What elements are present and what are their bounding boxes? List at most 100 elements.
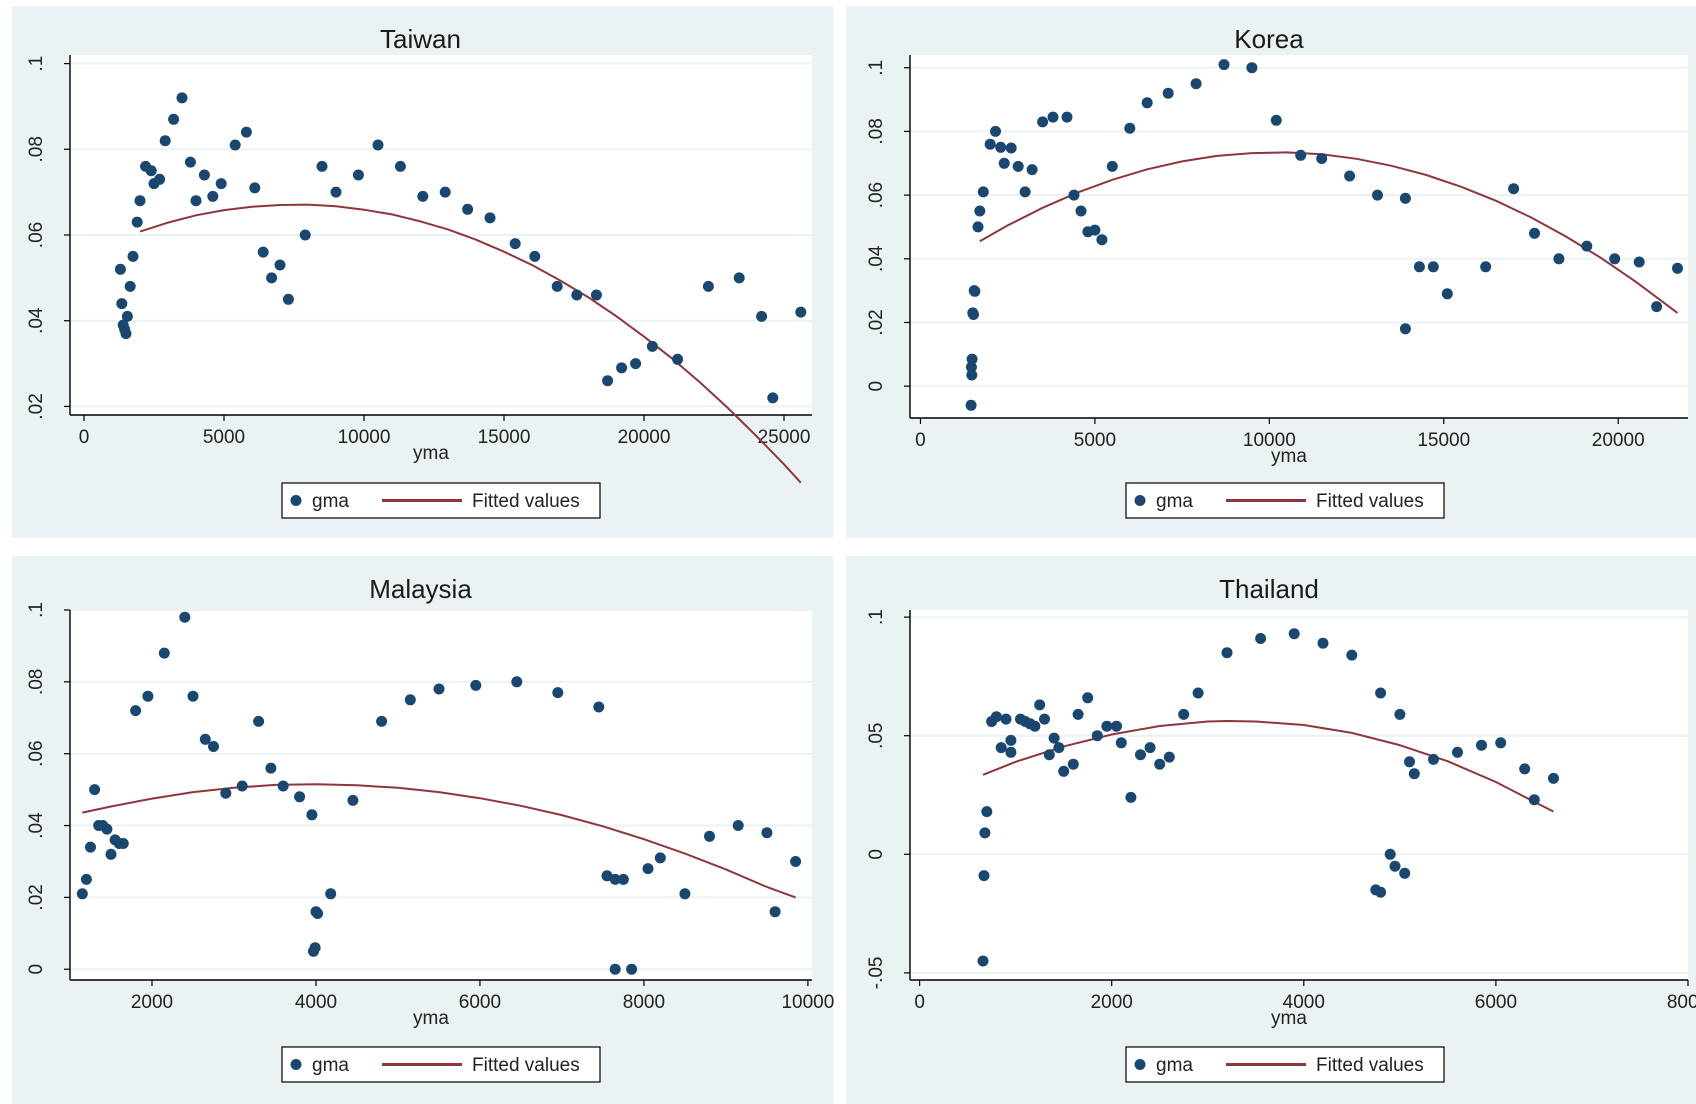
legend-gma-label: gma: [1156, 491, 1193, 512]
gma-point: [1394, 708, 1406, 720]
gma-point: [105, 848, 117, 860]
gma-point: [257, 246, 269, 258]
gma-point: [154, 173, 166, 185]
gma-point: [404, 694, 416, 706]
y-tick-label: .1: [866, 60, 887, 76]
gma-point: [654, 852, 666, 864]
y-tick-label: .02: [26, 393, 47, 419]
x-tick-label: 5000: [1074, 430, 1116, 451]
legend-fitted-label: Fitted values: [1316, 1055, 1424, 1076]
chart-title: Thailand: [1219, 574, 1319, 604]
chart-title: Korea: [1234, 24, 1304, 54]
x-tick-label: 8000: [623, 992, 665, 1013]
gma-point: [1115, 737, 1127, 749]
x-tick-label: 0: [915, 430, 926, 451]
x-tick-label: 10000: [1243, 430, 1296, 451]
gma-point: [1218, 59, 1230, 71]
gma-point: [571, 289, 583, 301]
gma-point: [1005, 746, 1017, 758]
y-tick-label: .06: [26, 740, 47, 766]
legend-fitted-label: Fitted values: [472, 491, 580, 512]
gma-point: [590, 289, 602, 301]
gma-point: [979, 827, 991, 839]
gma-point: [1072, 708, 1084, 720]
gma-point: [626, 963, 638, 975]
gma-point: [1012, 160, 1024, 172]
gma-point: [995, 742, 1007, 754]
x-tick-label: 0: [914, 992, 925, 1013]
gma-point: [282, 293, 294, 305]
gma-point: [1317, 637, 1329, 649]
gma-point: [769, 906, 781, 918]
y-tick-label: .1: [866, 609, 887, 625]
chart-panel-taiwan: .02 .04 .06 .08 .1 0 5000 10000 15000 20000 25000 T…: [12, 6, 833, 538]
x-tick-label: 10000: [781, 992, 834, 1013]
gma-point: [1375, 886, 1387, 898]
gma-point: [602, 375, 614, 387]
fitted-values-line: [82, 783, 796, 899]
gma-point: [240, 126, 252, 138]
x-tick-label: 20000: [1592, 430, 1645, 451]
gma-point: [145, 165, 157, 177]
gma-point: [417, 190, 429, 202]
gma-point: [1000, 713, 1012, 725]
gma-point: [176, 92, 188, 104]
gma-point: [1005, 142, 1017, 154]
gma-point: [1548, 772, 1559, 784]
gma-point: [965, 361, 977, 373]
x-tick-label: 0: [79, 427, 90, 448]
gma-point: [965, 399, 977, 411]
gma-point: [325, 888, 337, 900]
gma-point: [372, 139, 384, 151]
gma-point: [80, 873, 92, 885]
gma-point: [552, 687, 564, 699]
gma-point: [1192, 687, 1204, 699]
gma-point: [1452, 746, 1463, 758]
gma-point: [1190, 78, 1202, 90]
gma-point: [439, 186, 451, 198]
gma-point: [1581, 240, 1593, 252]
gma-point: [1154, 758, 1166, 770]
chart-title: Malaysia: [369, 574, 472, 604]
gma-point: [236, 780, 248, 792]
gma-point: [121, 310, 133, 322]
x-tick-label: 25000: [758, 427, 811, 448]
gma-point: [1633, 256, 1645, 268]
plot-area: [910, 55, 1688, 418]
y-tick-label: .06: [26, 222, 47, 248]
gma-point: [1528, 794, 1540, 806]
gma-point: [704, 830, 715, 842]
x-tick-label: 5000: [203, 427, 245, 448]
fitted-values-line: [982, 719, 1554, 813]
gma-point: [968, 309, 979, 320]
gma-point: [1144, 742, 1156, 754]
gma-point: [1480, 261, 1492, 273]
gma-point: [672, 353, 684, 365]
gma-point: [277, 780, 289, 792]
legend-fitted-label: Fitted values: [472, 1055, 580, 1076]
y-tick-label: 0: [866, 849, 887, 860]
gma-point: [89, 784, 101, 796]
gma-point: [1135, 749, 1146, 761]
gma-point: [1111, 720, 1122, 732]
gma-point: [1037, 116, 1049, 128]
gma-point: [1029, 720, 1041, 732]
gma-point: [215, 178, 227, 190]
x-axis-label: yma: [413, 1008, 449, 1029]
gma-point: [609, 963, 621, 975]
gma-point: [972, 221, 984, 233]
gma-point: [977, 955, 989, 967]
gma-point: [616, 362, 628, 374]
y-tick-label: .1: [26, 56, 47, 72]
gma-point: [1163, 751, 1175, 763]
gma-point: [1082, 692, 1094, 704]
y-tick-label: 0: [866, 381, 887, 392]
legend: gma Fitted values: [1125, 482, 1445, 519]
gma-point: [1672, 262, 1683, 274]
gma-point: [1399, 192, 1411, 204]
gma-point: [511, 676, 523, 688]
y-tick-label: .08: [866, 118, 887, 144]
gma-point: [978, 870, 990, 882]
gma-point: [646, 340, 658, 352]
gma-point: [1508, 183, 1520, 195]
